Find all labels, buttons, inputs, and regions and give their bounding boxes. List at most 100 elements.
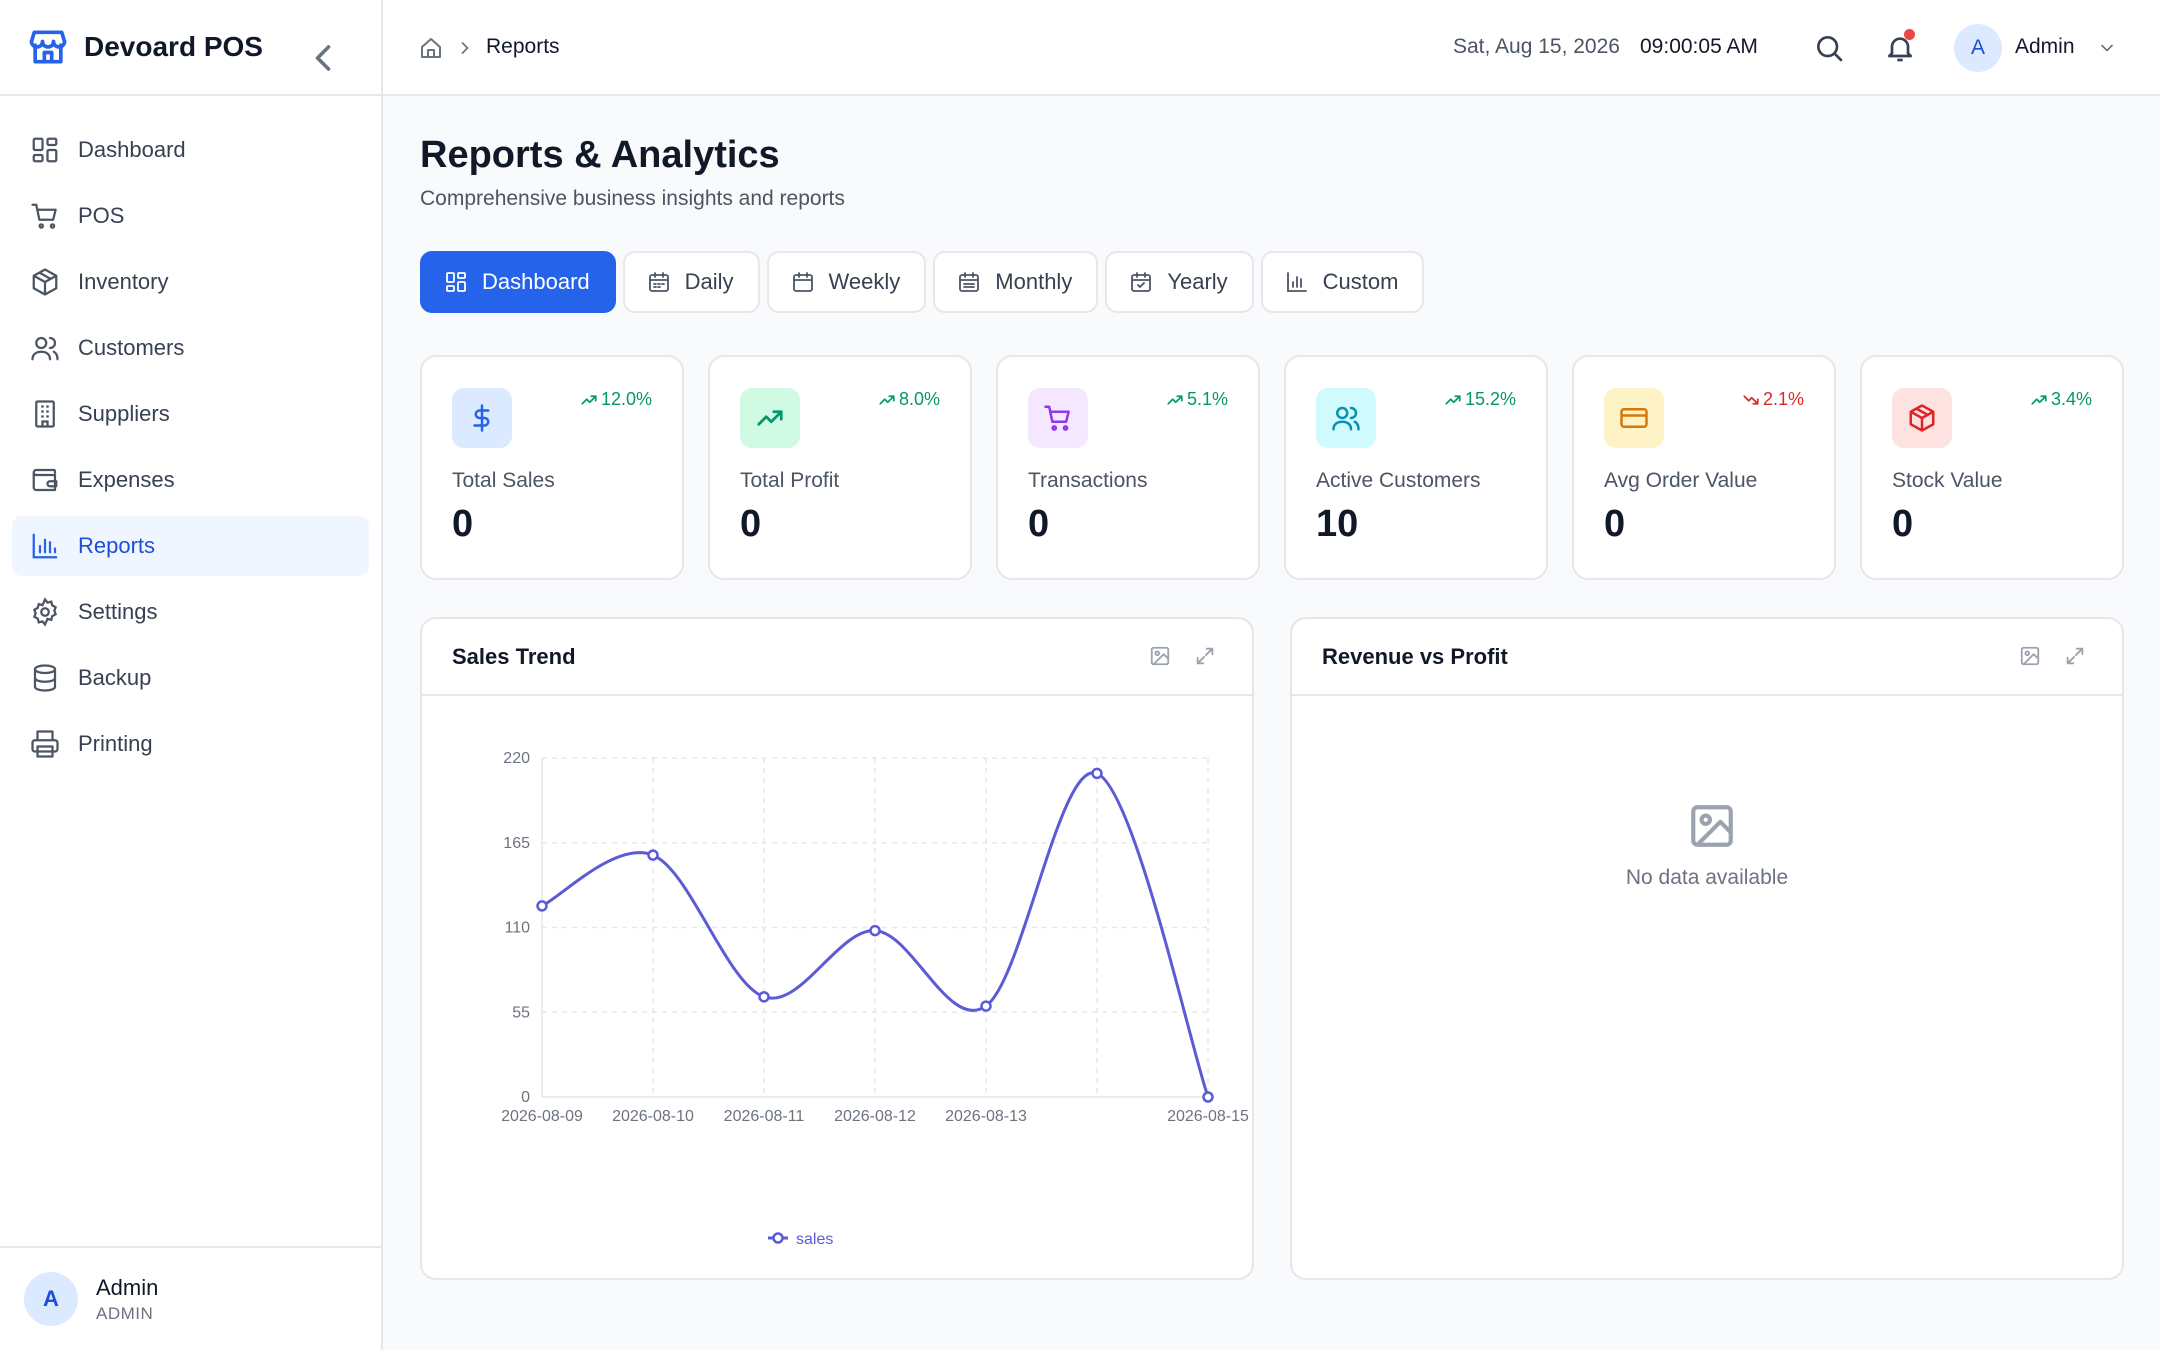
stat-label: Total Profit xyxy=(740,469,840,492)
sidebar-item-customers[interactable]: Customers xyxy=(12,318,369,378)
sidebar-item-expenses[interactable]: Expenses xyxy=(12,450,369,510)
stat-icon-box xyxy=(1316,388,1376,448)
stat-trend-value: 12.0% xyxy=(600,389,652,409)
chevron-down-icon[interactable] xyxy=(2097,38,2117,58)
sidebar-item-label: Expenses xyxy=(78,467,175,492)
stat-icon-box xyxy=(1892,388,1952,448)
sidebar-item-dashboard[interactable]: Dashboard xyxy=(12,120,369,180)
tab-monthly[interactable]: Monthly xyxy=(933,251,1099,313)
calendar-icon xyxy=(959,272,980,292)
trending-up-icon xyxy=(581,394,597,405)
header-avatar[interactable]: A xyxy=(1954,24,2002,72)
stat-label: Avg Order Value xyxy=(1604,469,1758,492)
stat-card-stock-value[interactable]: 3.4% Stock Value 0 xyxy=(1860,355,2124,580)
stat-card-active-customers[interactable]: 15.2% Active Customers 10 xyxy=(1284,355,1548,580)
users-icon xyxy=(31,336,59,361)
bell-icon[interactable] xyxy=(1884,32,1916,64)
expand-icon[interactable] xyxy=(2064,645,2086,667)
tab-label: Custom xyxy=(1322,269,1399,294)
stat-cards: 12.0% Total Sales 0 8.0% Total Profit 0 … xyxy=(420,355,2124,580)
sidebar-item-suppliers[interactable]: Suppliers xyxy=(12,384,369,444)
user-name: Admin xyxy=(96,1274,159,1300)
stat-card-total-profit[interactable]: 8.0% Total Profit 0 xyxy=(708,355,972,580)
sidebar-item-backup[interactable]: Backup xyxy=(12,648,369,708)
stat-card-total-sales[interactable]: 12.0% Total Sales 0 xyxy=(420,355,684,580)
stat-value: 0 xyxy=(1892,503,1914,545)
panel-header: Sales Trend xyxy=(422,619,1252,696)
data-point xyxy=(869,924,881,937)
stat-trend: 3.4% xyxy=(2030,389,2092,410)
stat-trend-value: 15.2% xyxy=(1464,389,1516,409)
stat-card-transactions[interactable]: 5.1% Transactions 0 xyxy=(996,355,1260,580)
panel-title: Revenue vs Profit xyxy=(1322,643,1508,669)
sidebar: Devoard POS Dashboard POS Inventory Cust… xyxy=(0,0,383,1350)
bar-chart-icon xyxy=(32,533,58,559)
trending-up-icon xyxy=(1445,394,1461,405)
stat-trend: 2.1% xyxy=(1742,389,1804,410)
stat-trend: 8.0% xyxy=(878,389,940,410)
tab-daily[interactable]: Daily xyxy=(622,251,760,313)
data-point xyxy=(647,849,659,861)
sidebar-item-reports[interactable]: Reports xyxy=(12,516,369,576)
user-role: ADMIN xyxy=(96,1303,154,1323)
search-icon[interactable] xyxy=(1813,32,1845,64)
image-export-icon[interactable] xyxy=(2019,645,2041,667)
stat-label: Transactions xyxy=(1028,469,1148,492)
tab-label: Daily xyxy=(684,269,734,294)
sidebar-item-label: POS xyxy=(78,203,125,228)
report-tabs: Dashboard Daily Weekly Monthly Yearly Cu… xyxy=(420,251,1425,313)
tab-yearly[interactable]: Yearly xyxy=(1105,251,1254,313)
stat-trend: 12.0% xyxy=(580,389,652,410)
x-tick-label: 2026-08-12 xyxy=(834,1108,916,1125)
tab-dashboard[interactable]: Dashboard xyxy=(420,251,616,313)
store-logo-icon xyxy=(29,30,67,64)
sidebar-item-label: Inventory xyxy=(78,269,169,294)
tab-custom[interactable]: Custom xyxy=(1260,251,1425,313)
stat-value: 0 xyxy=(740,503,762,545)
sidebar-item-printing[interactable]: Printing xyxy=(12,714,369,774)
sidebar-item-pos[interactable]: POS xyxy=(12,186,369,246)
x-tick-label: 2026-08-09 xyxy=(501,1108,583,1125)
y-tick-label: 0 xyxy=(521,1089,530,1106)
sidebar-item-inventory[interactable]: Inventory xyxy=(12,252,369,312)
avatar: A xyxy=(24,1272,78,1326)
x-tick-label: 2026-08-10 xyxy=(612,1108,694,1125)
empty-state-text: No data available xyxy=(1625,866,1789,889)
page-title: Reports & Analytics xyxy=(420,134,780,176)
data-point xyxy=(1091,767,1103,780)
sidebar-user[interactable]: A Admin ADMIN xyxy=(0,1246,381,1350)
notification-dot xyxy=(1904,29,1915,40)
sidebar-item-label: Settings xyxy=(78,599,158,624)
stat-trend: 5.1% xyxy=(1166,389,1228,410)
trending-up-icon xyxy=(1167,394,1183,405)
sidebar-item-label: Suppliers xyxy=(78,401,170,426)
stat-card-avg-order-value[interactable]: 2.1% Avg Order Value 0 xyxy=(1572,355,1836,580)
tab-label: Dashboard xyxy=(482,269,590,294)
sidebar-item-label: Reports xyxy=(78,533,156,558)
wallet-icon xyxy=(32,468,58,492)
data-point xyxy=(1202,1091,1214,1103)
image-export-icon[interactable] xyxy=(1149,645,1171,667)
stat-value: 0 xyxy=(1604,503,1626,545)
tab-weekly[interactable]: Weekly xyxy=(766,251,927,313)
sales-trend-panel: Sales Trend 0 55 110 165 220 2026-08-09 2026-0… xyxy=(420,617,1254,1280)
header-user-name[interactable]: Admin xyxy=(2015,35,2075,58)
expand-icon[interactable] xyxy=(1194,645,1216,667)
revenue-profit-panel: Revenue vs Profit No data available xyxy=(1290,617,2124,1280)
home-icon[interactable] xyxy=(419,36,443,60)
sales-series-line xyxy=(541,771,1210,1098)
dollar-icon xyxy=(473,404,490,432)
stat-icon-box xyxy=(740,388,800,448)
x-tick-label: 2026-08-11 xyxy=(724,1108,805,1125)
panel-header: Revenue vs Profit xyxy=(1292,619,2122,696)
layout-grid-icon xyxy=(32,137,58,163)
x-tick-label: 2026-08-15 xyxy=(1167,1108,1249,1125)
stat-trend: 15.2% xyxy=(1444,389,1516,410)
trending-up-icon xyxy=(757,410,783,426)
sidebar-item-settings[interactable]: Settings xyxy=(12,582,369,642)
breadcrumb-current: Reports xyxy=(486,35,560,58)
collapse-sidebar-icon[interactable] xyxy=(301,36,345,80)
header-time: 09:00:05 AM xyxy=(1640,35,1758,58)
gear-icon xyxy=(32,597,58,627)
trending-up-icon xyxy=(879,394,895,405)
